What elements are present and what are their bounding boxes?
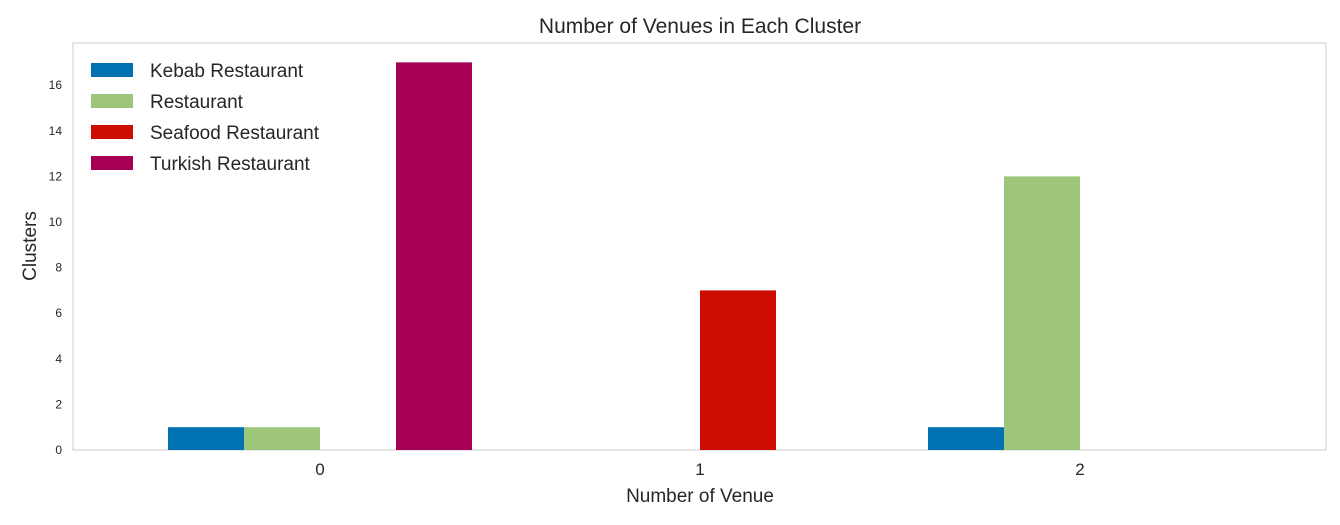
x-axis-ticks: 0 1 2 xyxy=(315,460,1084,479)
x-axis-label: Number of Venue xyxy=(626,486,774,507)
y-tick-label: 12 xyxy=(49,169,63,183)
y-tick-label: 8 xyxy=(55,261,62,275)
bar xyxy=(700,290,776,450)
bar xyxy=(244,427,320,450)
x-tick-label: 1 xyxy=(695,460,704,479)
legend-swatch xyxy=(91,156,133,170)
legend-label: Kebab Restaurant xyxy=(150,61,304,82)
y-tick-label: 10 xyxy=(49,215,63,229)
bar xyxy=(928,427,1004,450)
y-tick-label: 4 xyxy=(55,352,62,366)
y-tick-label: 14 xyxy=(49,124,63,138)
bar xyxy=(396,62,472,450)
legend-swatch xyxy=(91,63,133,77)
y-tick-label: 6 xyxy=(55,306,62,320)
legend-label: Seafood Restaurant xyxy=(150,123,320,144)
bar xyxy=(168,427,244,450)
chart-title: Number of Venues in Each Cluster xyxy=(539,15,861,38)
legend-label: Restaurant xyxy=(150,92,244,113)
y-tick-label: 16 xyxy=(49,78,63,92)
x-tick-label: 2 xyxy=(1075,460,1084,479)
legend: Kebab Restaurant Restaurant Seafood Restau… xyxy=(91,61,320,175)
x-tick-label: 0 xyxy=(315,460,324,479)
plot-area xyxy=(72,42,1327,451)
legend-label: Turkish Restaurant xyxy=(150,154,311,175)
y-axis-label: Clusters xyxy=(20,211,41,281)
legend-swatch xyxy=(91,125,133,139)
bars-layer xyxy=(168,62,1080,451)
y-tick-label: 2 xyxy=(55,397,62,411)
bar xyxy=(1004,176,1080,451)
legend-swatch xyxy=(91,94,133,108)
y-axis-ticks: 0 2 4 6 8 10 12 14 16 xyxy=(49,78,63,457)
y-tick-label: 0 xyxy=(55,443,62,457)
